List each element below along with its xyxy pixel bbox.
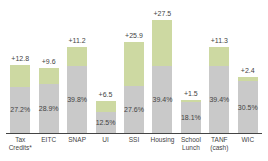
svg-text:+12.8: +12.8 (11, 55, 29, 62)
svg-text:SchoolLunch: SchoolLunch (181, 136, 201, 151)
svg-text:+27.5: +27.5 (154, 10, 172, 17)
svg-text:+11.3: +11.3 (211, 37, 228, 44)
svg-text:39.4%: 39.4% (209, 96, 229, 103)
svg-text:UI: UI (102, 136, 109, 143)
svg-text:18.1%: 18.1% (181, 114, 201, 121)
svg-text:+2.4: +2.4 (241, 67, 255, 74)
svg-text:TaxCredits*: TaxCredits* (9, 136, 33, 151)
svg-text:+6.5: +6.5 (99, 91, 113, 98)
svg-text:+11.2: +11.2 (68, 37, 85, 44)
svg-text:SNAP: SNAP (68, 136, 86, 143)
svg-text:27.6%: 27.6% (124, 106, 144, 113)
svg-text:39.4%: 39.4% (153, 96, 173, 103)
svg-text:+9.6: +9.6 (42, 58, 56, 65)
svg-text:TANF(cash): TANF(cash) (210, 136, 228, 152)
svg-text:SSI: SSI (129, 136, 140, 143)
svg-text:WIC: WIC (241, 136, 254, 143)
svg-text:39.8%: 39.8% (67, 96, 87, 103)
svg-text:EITC: EITC (41, 136, 56, 143)
svg-text:+1.5: +1.5 (184, 90, 198, 97)
svg-text:12.5%: 12.5% (96, 119, 116, 126)
svg-text:+25.9: +25.9 (125, 32, 143, 39)
svg-text:28.9%: 28.9% (39, 105, 59, 112)
svg-text:Housing: Housing (151, 136, 175, 144)
svg-text:27.2%: 27.2% (10, 106, 30, 113)
svg-text:30.5%: 30.5% (238, 104, 258, 111)
